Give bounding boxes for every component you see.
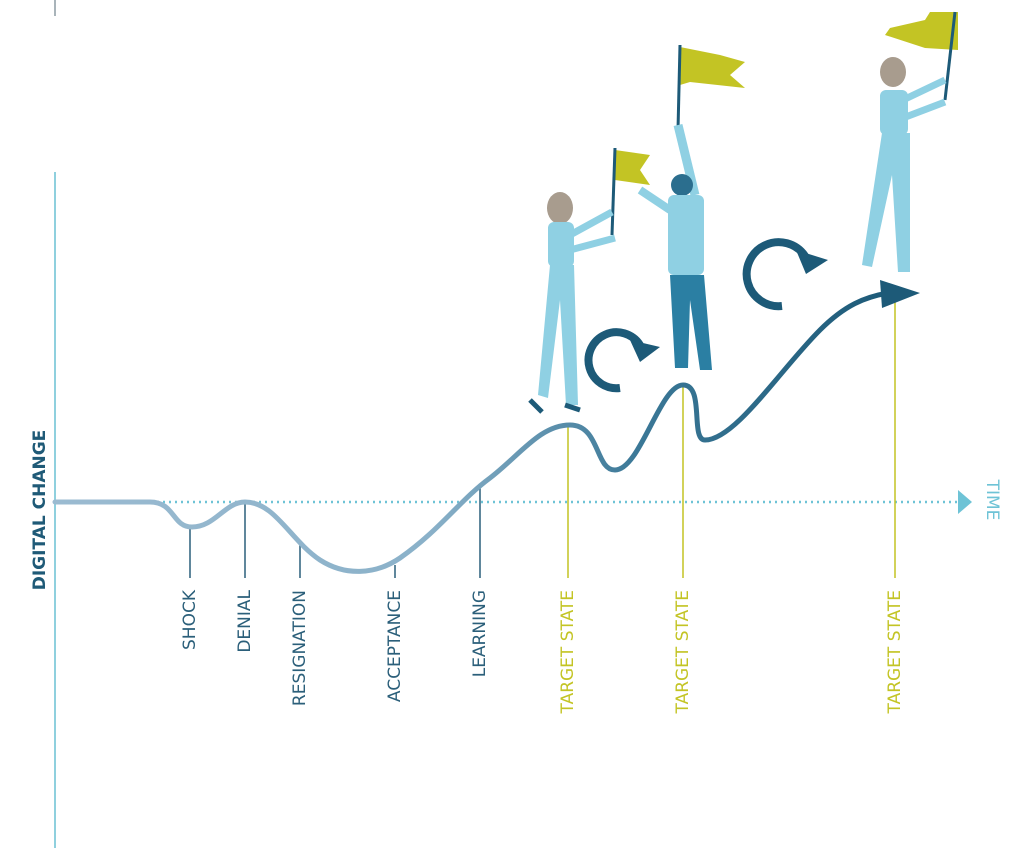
change-curve: [52, 290, 891, 574]
stage-label: TARGET STATE: [673, 590, 693, 715]
figure-right: [862, 11, 958, 272]
cycle-arrow-head: [630, 340, 660, 362]
stage-label: ACCEPTANCE: [385, 590, 405, 702]
stage-label: TARGET STATE: [885, 590, 905, 715]
stage-label: LEARNING: [470, 590, 490, 677]
x-axis-label: TIME: [982, 479, 1002, 521]
figure-middle: [637, 44, 745, 370]
stage-label: RESIGNATION: [290, 590, 310, 706]
cycle-arrow: [584, 328, 644, 393]
curve-arrow: [880, 280, 920, 308]
stage-label: DENIAL: [235, 589, 255, 652]
y-axis-label: DIGITAL CHANGE: [30, 430, 50, 591]
figure-left: [528, 147, 650, 414]
stage-markers: SHOCK DENIAL RESIGNATION ACCEPTANCE LEARNING…: [180, 300, 905, 715]
cycle-arrow-head: [796, 250, 828, 274]
cycle-arrow: [742, 238, 809, 311]
stage-label: TARGET STATE: [558, 590, 578, 715]
x-axis-arrow: [958, 490, 972, 514]
stage-label: SHOCK: [180, 589, 200, 650]
